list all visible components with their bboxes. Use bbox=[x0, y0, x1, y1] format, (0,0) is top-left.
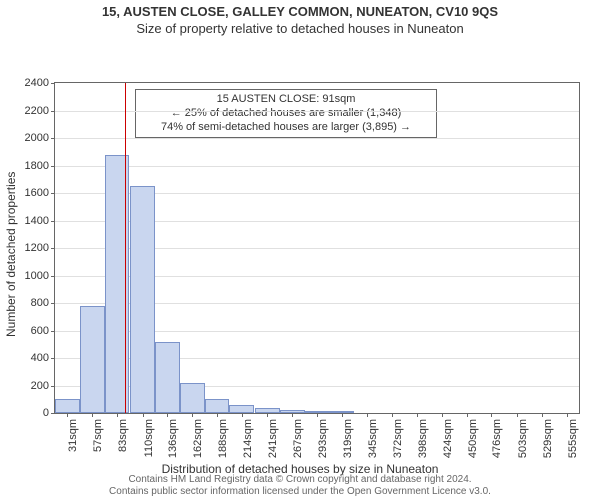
annotation-box: 15 AUSTEN CLOSE: 91sqm ← 25% of detached… bbox=[135, 89, 437, 138]
xtick-label: 293sqm bbox=[317, 419, 329, 458]
ytick-mark bbox=[51, 331, 55, 332]
xtick-label: 398sqm bbox=[417, 419, 429, 458]
xtick-mark bbox=[367, 413, 368, 417]
ytick-mark bbox=[51, 221, 55, 222]
histogram-bar bbox=[155, 342, 180, 414]
xtick-mark bbox=[292, 413, 293, 417]
ytick-label: 400 bbox=[31, 352, 49, 364]
xtick-mark bbox=[143, 413, 144, 417]
xtick-label: 136sqm bbox=[167, 419, 179, 458]
xtick-label: 450sqm bbox=[467, 419, 479, 458]
plot-area: 15 AUSTEN CLOSE: 91sqm ← 25% of detached… bbox=[54, 82, 580, 414]
xtick-label: 555sqm bbox=[567, 419, 579, 458]
xtick-mark bbox=[567, 413, 568, 417]
ytick-mark bbox=[51, 248, 55, 249]
histogram-bar bbox=[130, 186, 155, 413]
xtick-mark bbox=[342, 413, 343, 417]
ytick-label: 800 bbox=[31, 297, 49, 309]
ytick-label: 1600 bbox=[25, 187, 49, 199]
ytick-label: 0 bbox=[43, 407, 49, 419]
ytick-label: 600 bbox=[31, 325, 49, 337]
xtick-mark bbox=[217, 413, 218, 417]
ytick-mark bbox=[51, 303, 55, 304]
xtick-mark bbox=[67, 413, 68, 417]
ytick-mark bbox=[51, 138, 55, 139]
ytick-mark bbox=[51, 386, 55, 387]
xtick-label: 83sqm bbox=[117, 419, 129, 452]
annotation-line-3: 74% of semi-detached houses are larger (… bbox=[142, 121, 430, 135]
xtick-mark bbox=[167, 413, 168, 417]
xtick-mark bbox=[392, 413, 393, 417]
property-marker-line bbox=[125, 83, 126, 413]
ytick-mark bbox=[51, 358, 55, 359]
xtick-label: 345sqm bbox=[367, 419, 379, 458]
xtick-mark bbox=[317, 413, 318, 417]
xtick-label: 110sqm bbox=[143, 419, 155, 457]
ytick-label: 2000 bbox=[25, 132, 49, 144]
xtick-label: 319sqm bbox=[342, 419, 354, 458]
xtick-label: 188sqm bbox=[217, 419, 229, 458]
xtick-label: 372sqm bbox=[392, 419, 404, 458]
xtick-mark bbox=[242, 413, 243, 417]
chart-container: Number of detached properties 15 AUSTEN … bbox=[0, 36, 600, 472]
histogram-bar bbox=[180, 383, 205, 413]
ytick-label: 2200 bbox=[25, 105, 49, 117]
footer-line-2: Contains public sector information licen… bbox=[0, 486, 600, 498]
gridline bbox=[55, 111, 579, 112]
xtick-mark bbox=[542, 413, 543, 417]
ytick-mark bbox=[51, 413, 55, 414]
xtick-label: 267sqm bbox=[292, 419, 304, 458]
ytick-label: 1400 bbox=[25, 215, 49, 227]
xtick-mark bbox=[267, 413, 268, 417]
gridline bbox=[55, 166, 579, 167]
annotation-line-2: ← 25% of detached houses are smaller (1,… bbox=[142, 107, 430, 121]
ytick-mark bbox=[51, 111, 55, 112]
xtick-mark bbox=[467, 413, 468, 417]
ytick-mark bbox=[51, 166, 55, 167]
xtick-mark bbox=[117, 413, 118, 417]
histogram-bar bbox=[205, 399, 230, 413]
xtick-mark bbox=[491, 413, 492, 417]
xtick-mark bbox=[517, 413, 518, 417]
xtick-mark bbox=[442, 413, 443, 417]
histogram-bar bbox=[80, 306, 105, 413]
ytick-label: 1800 bbox=[25, 160, 49, 172]
xtick-mark bbox=[92, 413, 93, 417]
ytick-mark bbox=[51, 83, 55, 84]
ytick-mark bbox=[51, 276, 55, 277]
footer-line-1: Contains HM Land Registry data © Crown c… bbox=[0, 474, 600, 486]
xtick-mark bbox=[417, 413, 418, 417]
xtick-mark bbox=[192, 413, 193, 417]
xtick-label: 162sqm bbox=[192, 419, 204, 458]
title-line-2: Size of property relative to detached ho… bbox=[0, 21, 600, 36]
xtick-label: 31sqm bbox=[67, 419, 79, 452]
ytick-mark bbox=[51, 193, 55, 194]
title-line-1: 15, AUSTEN CLOSE, GALLEY COMMON, NUNEATO… bbox=[0, 4, 600, 19]
ytick-label: 1000 bbox=[25, 270, 49, 282]
gridline bbox=[55, 138, 579, 139]
xtick-label: 214sqm bbox=[242, 419, 254, 458]
xtick-label: 476sqm bbox=[491, 419, 503, 458]
xtick-label: 57sqm bbox=[92, 419, 104, 452]
footer: Contains HM Land Registry data © Crown c… bbox=[0, 474, 600, 498]
xtick-label: 529sqm bbox=[542, 419, 554, 458]
ytick-label: 2400 bbox=[25, 77, 49, 89]
ytick-label: 1200 bbox=[25, 242, 49, 254]
histogram-bar bbox=[229, 405, 254, 413]
xtick-label: 241sqm bbox=[267, 419, 279, 458]
xtick-label: 424sqm bbox=[442, 419, 454, 458]
annotation-line-1: 15 AUSTEN CLOSE: 91sqm bbox=[142, 93, 430, 107]
histogram-bar bbox=[105, 155, 130, 414]
histogram-bar bbox=[55, 399, 80, 413]
xtick-label: 503sqm bbox=[517, 419, 529, 458]
y-axis-label: Number of detached properties bbox=[4, 172, 18, 337]
ytick-label: 200 bbox=[31, 380, 49, 392]
